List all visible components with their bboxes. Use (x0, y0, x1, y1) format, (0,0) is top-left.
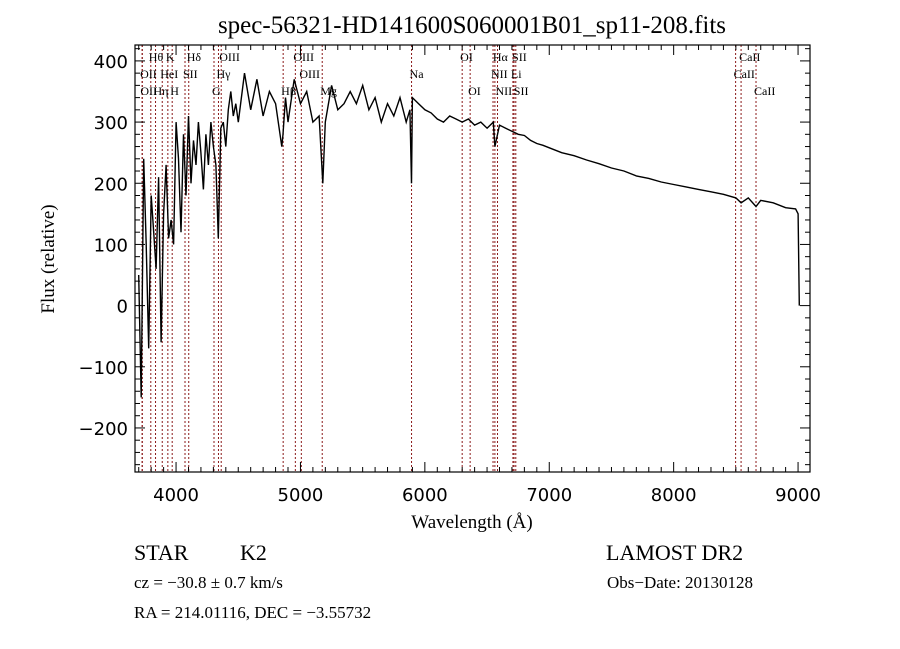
line-marker-label: Hθ (149, 50, 164, 64)
line-marker-label: Na (410, 67, 425, 81)
line-marker-label: OIII (219, 50, 240, 64)
y-tick-label: 200 (94, 174, 128, 195)
y-tick-label: 0 (117, 297, 128, 318)
y-axis-label: Flux (relative) (38, 204, 59, 313)
line-marker-label: OII (140, 67, 157, 81)
line-marker-label: H (170, 84, 179, 98)
y-tick-label: 100 (94, 235, 128, 256)
plot-frame (134, 44, 811, 473)
chart-title: spec-56321-HD141600S060001B01_sp11-208.f… (218, 12, 726, 39)
x-tick-label: 8000 (651, 485, 697, 506)
line-marker-label: OI (460, 50, 473, 64)
line-marker-label: CaII (734, 67, 755, 81)
line-marker-label: K (166, 50, 175, 64)
line-marker-label: NII (491, 67, 508, 81)
y-tick-label: −100 (79, 358, 128, 379)
line-marker-label: CaII (739, 50, 760, 64)
line-marker-label: OIII (299, 67, 320, 81)
line-marker-label: Hγ (216, 67, 231, 81)
subclass-label: K2 (240, 540, 267, 565)
x-tick-label: 6000 (402, 485, 448, 506)
line-marker-label: G (212, 84, 221, 98)
y-tick-label: 300 (94, 113, 128, 134)
obs-date-text: Obs−Date: 20130128 (607, 573, 753, 592)
line-marker-label: SII (512, 50, 527, 64)
x-tick-labels: 4000 5000 6000 7000 8000 9000 (153, 485, 821, 506)
flux-series (138, 72, 800, 398)
redshift-text: cz = −30.8 ± 0.7 km/s (134, 573, 283, 592)
x-tick-label: 4000 (153, 485, 199, 506)
y-tick-label: −200 (79, 419, 128, 440)
y-tick-labels: −200 −100 0 100 200 300 400 (79, 52, 128, 440)
series-line-flux (138, 72, 800, 398)
y-tick-label: 400 (94, 52, 128, 73)
x-tick-label: 7000 (526, 485, 572, 506)
coordinates-text: RA = 214.01116, DEC = −3.55732 (134, 603, 371, 622)
line-marker-label: Li (511, 67, 522, 81)
line-marker-label: OII (140, 84, 157, 98)
class-label: STAR (134, 540, 189, 565)
line-marker-label: NII (496, 84, 513, 98)
line-marker-label: SII (514, 84, 529, 98)
line-marker-label: OI (468, 84, 481, 98)
line-marker-label: OIII (293, 50, 314, 64)
line-marker-label: HeI (160, 67, 178, 81)
x-tick-label: 5000 (278, 485, 324, 506)
x-axis-label: Wavelength (Å) (411, 512, 532, 533)
line-marker-label: Hα (493, 50, 509, 64)
line-marker-label: SII (183, 67, 198, 81)
line-marker-label: Hη (154, 84, 169, 98)
axis-ticks (135, 45, 810, 472)
line-marker-label: CaII (754, 84, 775, 98)
x-tick-label: 9000 (775, 485, 821, 506)
line-marker-label: Hδ (187, 50, 202, 64)
survey-label: LAMOST DR2 (606, 540, 743, 565)
